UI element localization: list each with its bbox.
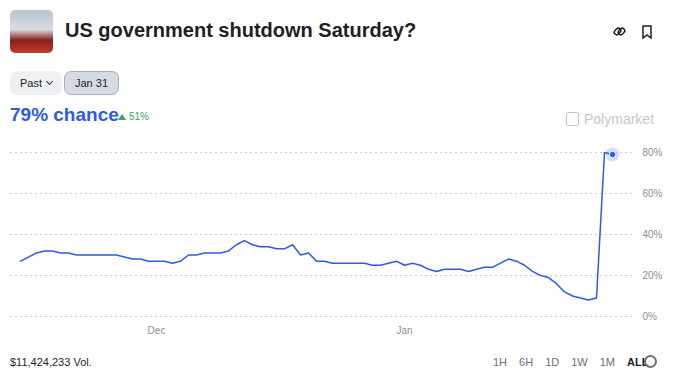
- svg-text:40%: 40%: [643, 229, 663, 240]
- html-text:51%: 51%: [129, 111, 149, 122]
- html-text:ALL: ALL: [627, 356, 649, 368]
- html-text:Past: Past: [20, 77, 42, 89]
- html-text:Polymarket: Polymarket: [584, 111, 654, 127]
- html-text:$11,424,233 Vol.: $11,424,233 Vol.: [10, 356, 92, 368]
- svg-text:0%: 0%: [643, 311, 658, 322]
- svg-text:80%: 80%: [643, 147, 663, 158]
- html-text:1W: 1W: [571, 356, 588, 368]
- svg-text:Jan: Jan: [396, 325, 412, 336]
- svg-text:60%: 60%: [643, 188, 663, 199]
- svg-text:20%: 20%: [643, 270, 663, 281]
- html-text:79% chance: 79% chance: [10, 104, 119, 125]
- svg-text:Dec: Dec: [148, 325, 166, 336]
- html-text:1M: 1M: [599, 356, 615, 368]
- html-text:1H: 1H: [493, 356, 508, 368]
- html-text:1D: 1D: [545, 356, 560, 368]
- html-text:6H: 6H: [519, 356, 534, 368]
- html-text:US government shutdown Saturda: US government shutdown Saturday?: [65, 19, 417, 41]
- html-text:Jan 31: Jan 31: [75, 77, 108, 89]
